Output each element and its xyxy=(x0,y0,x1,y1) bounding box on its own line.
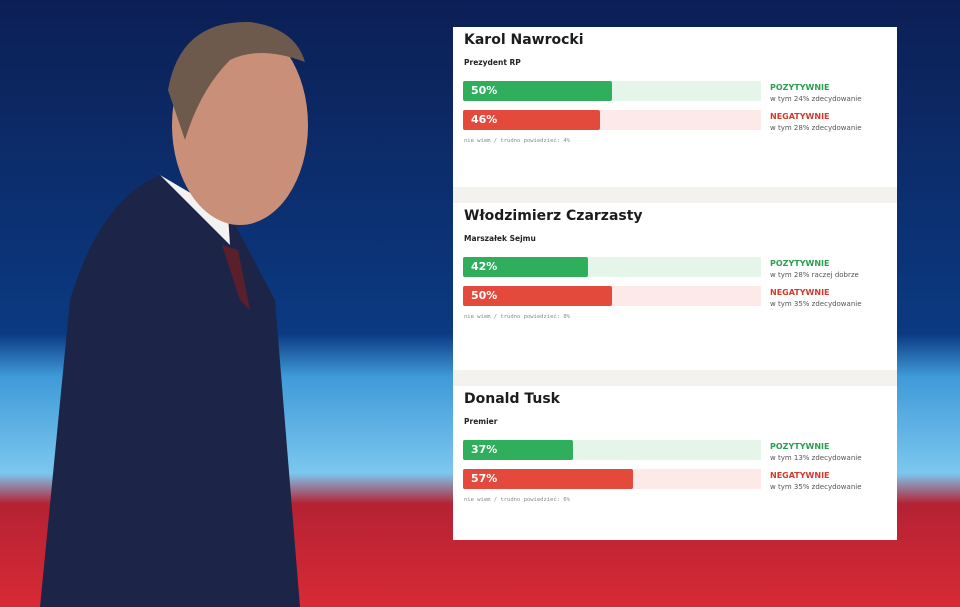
bar-track: 46% xyxy=(463,110,761,130)
positive-bar xyxy=(463,257,589,277)
poll-card: Karol Nawrocki Prezydent RP 50% POZYTYWNIE w… xyxy=(453,27,897,540)
bar-track: 37% xyxy=(463,440,761,460)
negative-detail: w tym 35% zdecydowanie xyxy=(770,300,862,308)
bar-track: 42% xyxy=(463,257,761,277)
hair xyxy=(168,21,305,140)
bar-track: 50% xyxy=(463,81,761,101)
candidate-role: Prezydent RP xyxy=(464,58,521,67)
candidate-name: Donald Tusk xyxy=(464,391,560,407)
positive-detail: w tym 24% zdecydowanie xyxy=(770,95,862,103)
bar-track: 57% xyxy=(463,469,761,489)
bar-label: 50% xyxy=(471,289,498,302)
bar-label: 46% xyxy=(471,113,498,126)
bar-label: 42% xyxy=(471,260,498,273)
negative-heading: NEGATYWNIE xyxy=(770,288,830,297)
candidate-name: Włodzimierz Czarzasty xyxy=(464,208,643,224)
footnote: nie wiem / trudno powiedzieć: 4% xyxy=(464,138,570,144)
candidate-panel: Włodzimierz Czarzasty Marszałek Sejmu 42% P… xyxy=(453,203,897,370)
negative-detail: w tym 28% zdecydowanie xyxy=(770,124,862,132)
bar-label: 50% xyxy=(471,84,498,97)
positive-heading: POZYTYWNIE xyxy=(770,442,830,451)
positive-heading: POZYTYWNIE xyxy=(770,83,830,92)
candidate-role: Premier xyxy=(464,417,498,426)
candidate-role: Marszałek Sejmu xyxy=(464,234,536,243)
bar-label: 57% xyxy=(471,472,498,485)
positive-bar xyxy=(463,440,574,460)
negative-bar xyxy=(463,469,633,489)
candidate-panel: Donald Tusk Premier 37% POZYTYWNIE w tym 13%… xyxy=(453,386,897,540)
negative-detail: w tym 35% zdecydowanie xyxy=(770,483,862,491)
positive-detail: w tym 28% raczej dobrze xyxy=(770,271,859,279)
negative-heading: NEGATYWNIE xyxy=(770,471,830,480)
footnote: nie wiem / trudno powiedzieć: 6% xyxy=(464,497,570,503)
negative-bar xyxy=(463,286,612,306)
footnote: nie wiem / trudno powiedzieć: 8% xyxy=(464,314,570,320)
bar-label: 37% xyxy=(471,443,498,456)
candidate-panel: Karol Nawrocki Prezydent RP 50% POZYTYWNIE w… xyxy=(453,27,897,187)
bar-track: 50% xyxy=(463,286,761,306)
positive-bar xyxy=(463,81,612,101)
positive-heading: POZYTYWNIE xyxy=(770,259,830,268)
negative-bar xyxy=(463,110,601,130)
negative-heading: NEGATYWNIE xyxy=(770,112,830,121)
tie xyxy=(222,245,250,310)
candidate-name: Karol Nawrocki xyxy=(464,32,584,48)
positive-detail: w tym 13% zdecydowanie xyxy=(770,454,862,462)
